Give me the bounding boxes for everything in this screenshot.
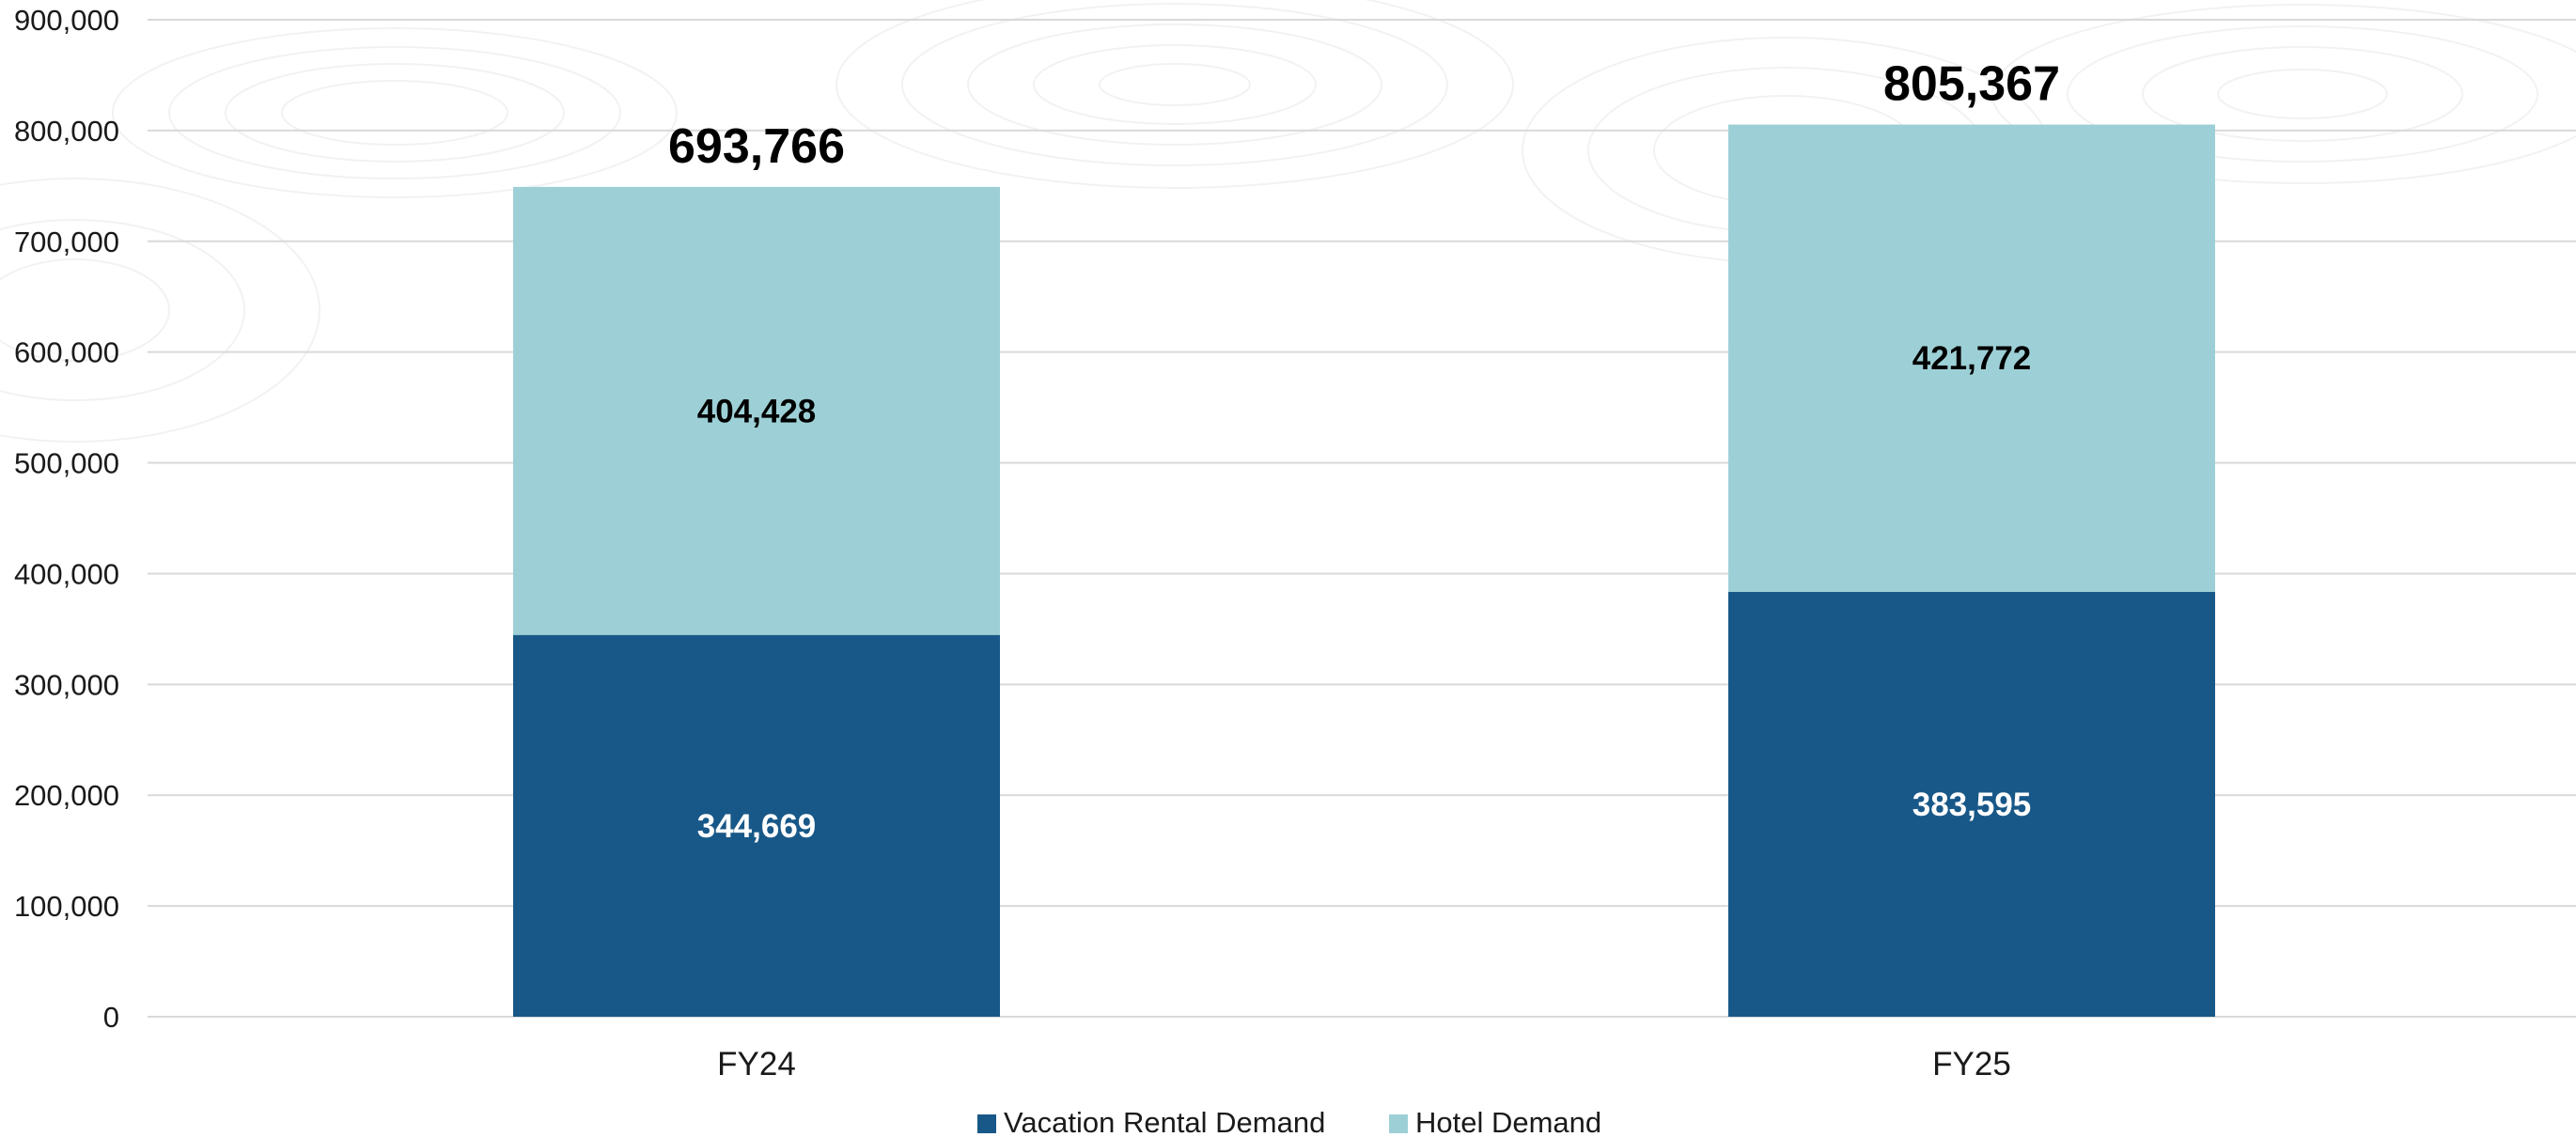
x-axis: FY24 FY25 <box>717 1046 2011 1082</box>
background-contour <box>0 258 170 362</box>
y-tick-label: 700,000 <box>14 226 119 258</box>
background-contour <box>1033 44 1317 125</box>
y-tick-label: 200,000 <box>14 779 119 812</box>
background-contour <box>0 178 320 443</box>
background-contour <box>0 219 245 401</box>
legend-swatch <box>1389 1114 1408 1133</box>
data-label: 421,772 <box>1912 340 2032 377</box>
y-tick-label: 600,000 <box>14 336 119 369</box>
legend-label: Vacation Rental Demand <box>1004 1106 1325 1137</box>
total-label: 805,367 <box>1883 57 2060 112</box>
bars: 344,669 404,428 693,766 383,595 421,772 805,3… <box>513 57 2215 1017</box>
bar-segment <box>513 634 1000 1017</box>
background-contour <box>1991 4 2576 184</box>
background-contour <box>1099 63 1251 106</box>
legend: Vacation Rental Demand Hotel Demand <box>977 1106 1601 1137</box>
background-contour <box>225 63 565 163</box>
background-contour <box>168 46 621 179</box>
y-tick-label: 500,000 <box>14 447 119 480</box>
y-tick-label: 800,000 <box>14 115 119 148</box>
background-contour <box>2217 69 2388 119</box>
background-contour <box>112 27 678 198</box>
y-tick-label: 300,000 <box>14 668 119 701</box>
background-contour <box>967 23 1382 146</box>
bar-segment <box>1728 591 2215 1017</box>
legend-label: Hotel Demand <box>1415 1106 1601 1137</box>
y-tick-label: 0 <box>103 1001 119 1034</box>
x-tick-label: FY24 <box>717 1046 796 1082</box>
x-tick-label: FY25 <box>1932 1046 2011 1082</box>
background-contour <box>2067 25 2538 163</box>
legend-swatch <box>977 1114 996 1133</box>
data-label: 404,428 <box>697 393 817 429</box>
background-contour <box>281 80 508 146</box>
data-label: 383,595 <box>1912 787 2032 823</box>
y-axis: 0 100,000 200,000 300,000 400,000 500,000 600,… <box>14 4 119 1034</box>
background-contour <box>901 3 1448 166</box>
total-label: 693,766 <box>668 119 845 174</box>
background-contour <box>2142 46 2463 142</box>
background-contour <box>835 0 1514 189</box>
bar-segment <box>513 186 1000 635</box>
y-tick-label: 900,000 <box>14 4 119 37</box>
y-tick-label: 400,000 <box>14 557 119 590</box>
y-tick-label: 100,000 <box>14 890 119 923</box>
bar-segment <box>1728 124 2215 592</box>
data-label: 344,669 <box>697 808 817 845</box>
